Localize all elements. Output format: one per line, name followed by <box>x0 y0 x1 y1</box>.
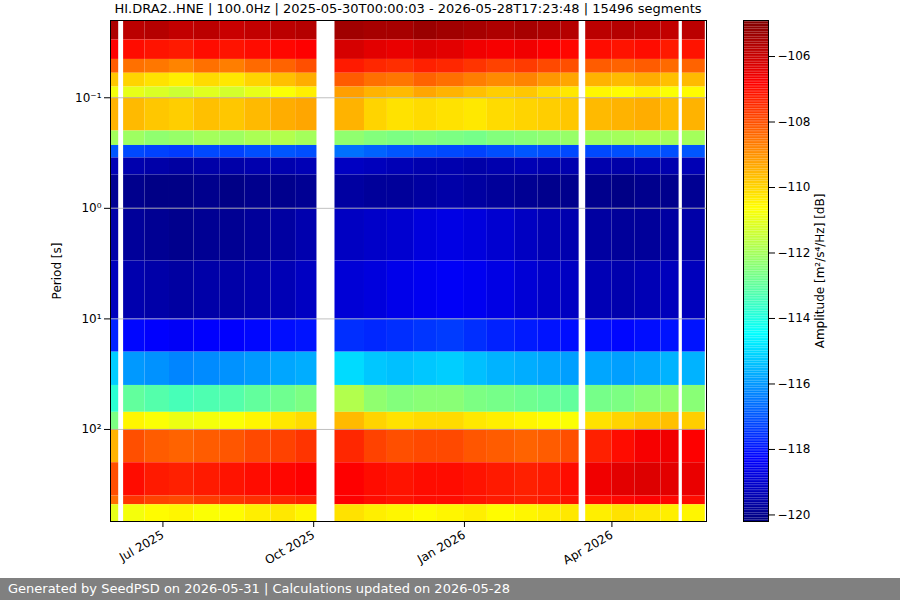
svg-text:Apr 2026: Apr 2026 <box>561 528 616 568</box>
svg-text:10²: 10² <box>81 422 101 436</box>
svg-text:−116: −116 <box>778 377 811 391</box>
svg-text:−106: −106 <box>778 49 811 63</box>
svg-text:Period [s]: Period [s] <box>50 243 64 300</box>
svg-text:Jan 2026: Jan 2026 <box>414 528 468 567</box>
svg-text:10⁰: 10⁰ <box>81 201 101 215</box>
html-text:Generated by SeedPSD on 2026-0: Generated by SeedPSD on 2026-05-31 | Cal… <box>8 581 510 596</box>
svg-text:−120: −120 <box>778 508 811 522</box>
svg-text:Amplitude [m²/s⁴/Hz] [dB]: Amplitude [m²/s⁴/Hz] [dB] <box>813 194 827 349</box>
svg-text:−110: −110 <box>778 180 811 194</box>
svg-text:Jul 2025: Jul 2025 <box>116 528 166 565</box>
svg-text:−118: −118 <box>778 442 811 456</box>
svg-text:Oct 2025: Oct 2025 <box>262 528 317 568</box>
html-text:HI.DRA2..HNE | 100.0Hz | 2025-: HI.DRA2..HNE | 100.0Hz | 2025-05-30T00:0… <box>114 1 702 16</box>
svg-text:10¹: 10¹ <box>81 312 101 326</box>
svg-text:−112: −112 <box>778 246 811 260</box>
svg-text:−114: −114 <box>778 311 811 325</box>
svg-text:10⁻¹: 10⁻¹ <box>75 91 102 105</box>
svg-text:−108: −108 <box>778 115 811 129</box>
